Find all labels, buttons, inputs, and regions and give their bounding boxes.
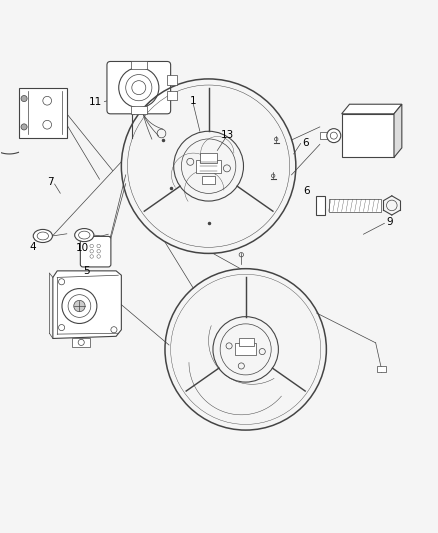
Circle shape: [74, 301, 85, 312]
Bar: [328, 199, 380, 212]
Bar: [376, 366, 385, 372]
Bar: [199, 153, 217, 163]
Bar: [235, 343, 255, 354]
Circle shape: [21, 124, 27, 130]
Text: 10: 10: [75, 243, 88, 253]
Polygon shape: [53, 271, 121, 338]
Text: 4: 4: [29, 242, 36, 252]
Polygon shape: [393, 104, 401, 157]
Bar: [196, 159, 220, 173]
Ellipse shape: [78, 231, 90, 239]
Text: 6: 6: [302, 138, 308, 148]
Circle shape: [326, 128, 340, 143]
Circle shape: [21, 95, 27, 102]
Ellipse shape: [37, 232, 48, 240]
Bar: [238, 338, 253, 346]
Text: 11: 11: [88, 96, 102, 107]
Ellipse shape: [33, 229, 52, 243]
Polygon shape: [341, 104, 401, 114]
FancyBboxPatch shape: [130, 107, 147, 114]
Text: 6: 6: [303, 187, 309, 197]
Bar: [201, 176, 215, 183]
FancyBboxPatch shape: [130, 61, 147, 69]
FancyBboxPatch shape: [107, 61, 170, 114]
FancyBboxPatch shape: [166, 75, 177, 85]
Text: 7: 7: [47, 177, 53, 187]
FancyBboxPatch shape: [166, 91, 177, 100]
Ellipse shape: [74, 229, 94, 241]
FancyBboxPatch shape: [80, 237, 111, 267]
Text: 9: 9: [385, 217, 392, 227]
Bar: [19, 87, 67, 138]
Text: 13: 13: [220, 130, 233, 140]
Text: 1: 1: [190, 96, 196, 106]
Bar: [316, 196, 324, 215]
Text: 5: 5: [83, 266, 89, 276]
Bar: [341, 114, 393, 157]
Bar: [319, 132, 333, 139]
Bar: [72, 337, 90, 347]
